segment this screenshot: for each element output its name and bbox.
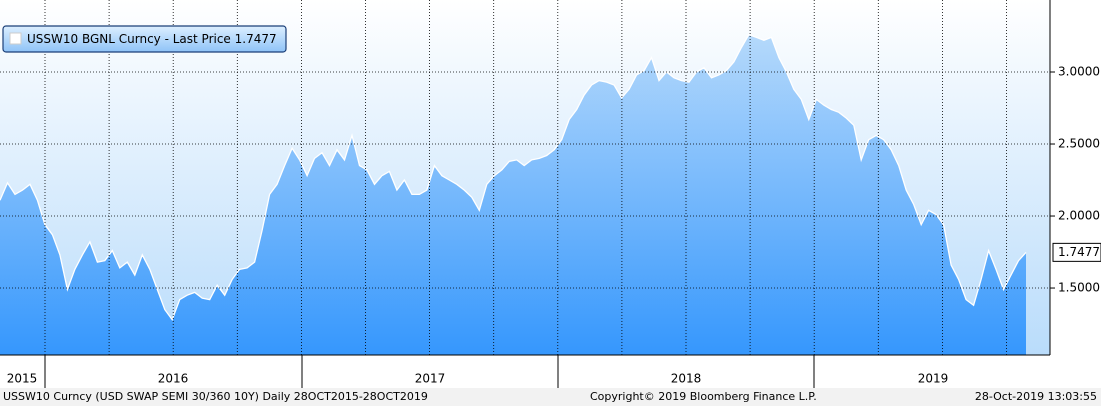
x-tick-label: 2018 xyxy=(671,372,702,386)
y-tick-label: 2.5000 xyxy=(1058,137,1100,151)
last-price-label: 1.7477 xyxy=(1058,245,1100,259)
area-fill xyxy=(0,34,1026,355)
y-tick-label: 2.0000 xyxy=(1058,209,1100,223)
footer-bar xyxy=(0,388,1101,406)
x-tick-label: 2017 xyxy=(415,372,446,386)
x-tick-label: 2015 xyxy=(7,372,38,386)
price-line xyxy=(0,33,1027,322)
y-tick-label: 1.5000 xyxy=(1058,281,1100,295)
footer-left: USSW10 Curncy (USD SWAP SEMI 30/360 10Y)… xyxy=(3,390,428,403)
legend-label: USSW10 BGNL Curncy - Last Price 1.7477 xyxy=(27,32,277,46)
legend-swatch xyxy=(9,32,22,45)
footer-center: Copyright© 2019 Bloomberg Finance L.P. xyxy=(590,390,817,403)
last-price-tag xyxy=(1052,242,1101,262)
legend-box xyxy=(2,25,287,53)
footer-right: 28-Oct-2019 13:03:55 xyxy=(975,390,1097,403)
y-tick-label: 3.0000 xyxy=(1058,65,1100,79)
x-tick-label: 2019 xyxy=(918,372,949,386)
x-tick-label: 2016 xyxy=(158,372,189,386)
